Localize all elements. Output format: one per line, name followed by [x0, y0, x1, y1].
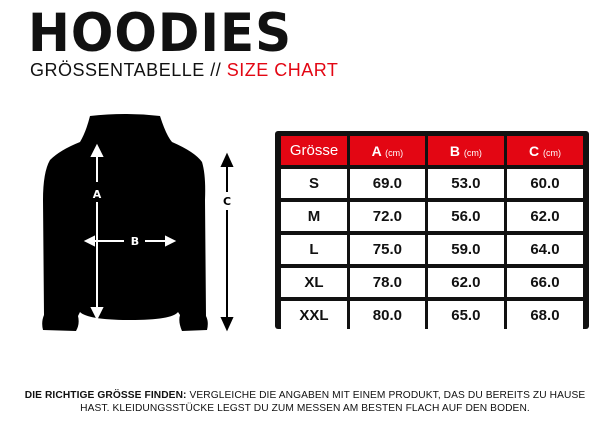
- header-b: B (cm): [427, 136, 504, 165]
- cell-b: 53.0: [427, 169, 504, 198]
- cell-size: L: [281, 235, 347, 264]
- measuring-note: DIE RICHTIGE GRÖSSE FINDEN: VERGLEICHE D…: [20, 389, 590, 415]
- subtitle: GRÖSSENTABELLE // SIZE CHART: [30, 60, 338, 81]
- cell-a: 72.0: [350, 202, 425, 231]
- table-row: L 75.0 59.0 64.0: [281, 235, 583, 264]
- label-a: A: [93, 188, 102, 201]
- table-row: XL 78.0 62.0 66.0: [281, 268, 583, 297]
- size-chart-table: Grösse A (cm) B (cm) C (cm) S 69.0 53.0 60.…: [275, 131, 589, 330]
- hoodie-diagram: A B C: [42, 114, 234, 332]
- cell-size: M: [281, 202, 347, 231]
- cell-a: 80.0: [350, 301, 425, 330]
- note-heading: DIE RICHTIGE GRÖSSE FINDEN:: [24, 390, 187, 401]
- arrow-c: [220, 152, 234, 332]
- cell-a: 69.0: [350, 169, 425, 198]
- arrow-b: [83, 235, 177, 247]
- table-row: XXL 80.0 65.0 68.0: [281, 301, 583, 330]
- cell-b: 65.0: [427, 301, 504, 330]
- table-row: M 72.0 56.0 62.0: [281, 202, 583, 231]
- cell-c: 60.0: [506, 169, 583, 198]
- label-c: C: [223, 195, 231, 208]
- note-text: VERGLEICHE DIE ANGABEN MIT EINEM PRODUKT…: [80, 390, 586, 414]
- cell-a: 75.0: [350, 235, 425, 264]
- label-b: B: [131, 235, 139, 248]
- subtitle-en: SIZE CHART: [226, 60, 339, 80]
- table-header-row: Grösse A (cm) B (cm) C (cm): [281, 136, 583, 165]
- cell-a: 78.0: [350, 268, 425, 297]
- cell-c: 64.0: [506, 235, 583, 264]
- page-title: HOODIES: [28, 2, 293, 64]
- header-a: A (cm): [350, 136, 425, 165]
- cell-b: 56.0: [427, 202, 504, 231]
- cell-b: 59.0: [427, 235, 504, 264]
- cell-size: XL: [281, 268, 347, 297]
- cell-size: S: [281, 169, 347, 198]
- subtitle-de: GRÖSSENTABELLE //: [30, 60, 222, 80]
- cell-c: 66.0: [506, 268, 583, 297]
- header-size: Grösse: [281, 136, 347, 165]
- cell-c: 62.0: [506, 202, 583, 231]
- header-c: C (cm): [506, 136, 583, 165]
- arrow-a: [90, 143, 104, 321]
- cell-c: 68.0: [506, 301, 583, 330]
- hoodie-silhouette: [42, 114, 208, 331]
- cell-size: XXL: [281, 301, 347, 330]
- table-row: S 69.0 53.0 60.0: [281, 169, 583, 198]
- cell-b: 62.0: [427, 268, 504, 297]
